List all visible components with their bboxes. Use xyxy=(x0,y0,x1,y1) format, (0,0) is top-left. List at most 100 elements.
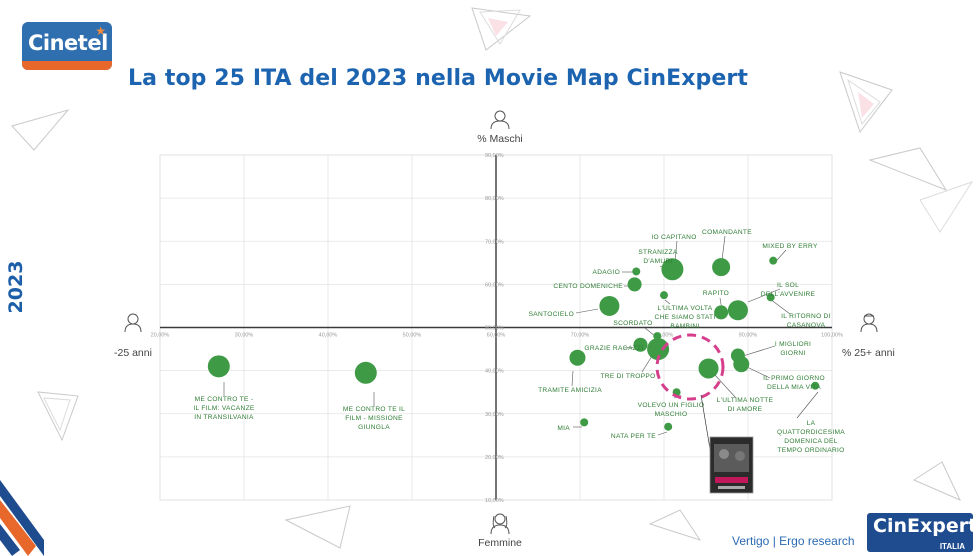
data-labels: ME CONTRO TE -IL FILM: VACANZE IN TRANSIL… xyxy=(193,229,845,454)
y-tick-label: 80,00% xyxy=(485,196,504,202)
leader-line xyxy=(746,366,771,379)
data-label: L'ULTIMA VOLTA CHE SIAMO STATI BAMBINI xyxy=(654,305,715,330)
data-point xyxy=(354,361,377,384)
data-label: NATA PER TE xyxy=(611,433,656,440)
data-label: COMANDANTE xyxy=(702,229,752,236)
x-tick-label: 70,00% xyxy=(571,333,590,339)
data-label: ME CONTRO TE IL FILM - MISSIONE GIUNGLA xyxy=(343,406,405,431)
leader-line xyxy=(641,355,653,373)
y-tick-label: 10,00% xyxy=(485,498,504,504)
corner-decoration xyxy=(0,480,44,556)
data-label: MIA xyxy=(557,425,570,432)
data-label: CENTO DOMENICHE xyxy=(553,283,623,290)
data-point xyxy=(632,267,641,276)
female-person-icon xyxy=(490,513,510,535)
chart-extras xyxy=(655,333,754,494)
y-tick-label: 60,00% xyxy=(485,282,504,288)
data-label: GRAZIE RAGAZZI xyxy=(584,345,643,352)
data-point xyxy=(712,258,731,277)
data-label: IL PRIMO GIORNO DELLA MIA VITA xyxy=(763,375,825,391)
axis-top-label: % Maschi xyxy=(477,133,523,145)
data-point xyxy=(769,256,778,265)
data-label: L'ULTIMA NOTTE DI AMORE xyxy=(717,397,774,413)
cinetel-logo: Cinetel ★ xyxy=(22,22,112,70)
leader-line xyxy=(664,299,671,305)
x-tick-label: 90,00% xyxy=(739,333,758,339)
data-label: ME CONTRO TE -IL FILM: VACANZE IN TRANSIL… xyxy=(193,396,255,421)
leader-line xyxy=(674,240,678,263)
axis-right-label: % 25+ anni xyxy=(842,347,895,359)
tick-labels: 20,00% 30,00% 40,00% 50,00% 60,00% 70,00% 80,0… xyxy=(151,153,843,504)
cinexpert-logo-text: CinExpert xyxy=(873,515,978,537)
data-point xyxy=(627,277,642,292)
logo-swoosh xyxy=(22,61,112,70)
cinexpert-logo: CinExpert ITALIA xyxy=(867,513,977,552)
data-label: IL RITORNO DI CASANOVA xyxy=(781,313,831,329)
data-point xyxy=(766,293,775,302)
y-tick-label: 50,00% xyxy=(485,326,504,332)
highlight-ring xyxy=(655,333,725,401)
data-label: SANTOCIELO xyxy=(529,311,574,318)
label-leader-lines xyxy=(223,235,819,436)
page-title: La top 25 ITA del 2023 nella Movie Map C… xyxy=(128,66,748,91)
data-point xyxy=(599,295,620,316)
leader-line xyxy=(769,298,791,315)
data-point xyxy=(727,300,748,321)
star-icon: ★ xyxy=(95,24,106,38)
cinetel-logo-text: Cinetel xyxy=(28,31,108,55)
male-person-icon xyxy=(490,110,510,130)
data-point xyxy=(207,355,230,378)
x-tick-label: 100,00% xyxy=(821,333,843,339)
leader-line xyxy=(747,288,781,303)
data-point xyxy=(661,258,684,281)
data-points xyxy=(207,256,820,431)
data-label: STRANIZZA D'AMURI xyxy=(638,249,678,265)
adult-person-icon xyxy=(860,313,878,333)
leader-line xyxy=(796,391,819,419)
data-point xyxy=(714,305,729,320)
leader-line xyxy=(776,249,787,261)
credit-text: Vertigo | Ergo research xyxy=(732,534,855,548)
y-tick-label: 90,00% xyxy=(485,153,504,159)
x-tick-label: 30,00% xyxy=(235,333,254,339)
leader-line xyxy=(575,308,599,314)
data-label: LA QUATTORDICESIMA DOMENICA DEL TEMPO ORDIN… xyxy=(777,420,845,454)
data-point xyxy=(660,291,668,300)
data-label: IO CAPITANO xyxy=(651,234,696,241)
leader-line xyxy=(714,374,737,399)
leader-line xyxy=(657,431,668,436)
y-tick-label: 20,00% xyxy=(485,455,504,461)
leader-line xyxy=(571,370,574,387)
data-label: SCORDATO xyxy=(613,320,652,327)
chart-axes xyxy=(160,155,832,500)
x-tick-label: 80,00% xyxy=(655,333,674,339)
data-point xyxy=(733,356,750,373)
data-point xyxy=(647,338,670,361)
axis-left-label: -25 anni xyxy=(114,347,152,359)
data-point xyxy=(580,418,589,427)
y-tick-label: 40,00% xyxy=(485,369,504,375)
poster-title-band xyxy=(715,477,748,483)
leader-line xyxy=(644,327,656,337)
cinexpert-logo-sub: ITALIA xyxy=(939,542,965,551)
poster-credits xyxy=(718,486,745,489)
data-label: MIXED BY ERRY xyxy=(762,243,818,250)
data-label: RAPITO xyxy=(703,290,729,297)
x-tick-label: 50,00% xyxy=(403,333,422,339)
data-point xyxy=(811,381,820,390)
y-tick-label: 30,00% xyxy=(485,412,504,418)
leader-line xyxy=(721,235,726,261)
x-tick-label: 20,00% xyxy=(151,333,170,339)
young-person-icon xyxy=(124,313,142,333)
data-point xyxy=(664,422,673,431)
data-label: ADAGIO xyxy=(593,269,620,276)
x-tick-label: 60,00% xyxy=(487,333,506,339)
y-tick-label: 70,00% xyxy=(485,239,504,245)
data-label: VOLEVO UN FIGLIO MASCHIO xyxy=(638,402,705,418)
data-point xyxy=(698,358,719,379)
data-label: I MIGLIORI GIORNI xyxy=(775,341,811,357)
axis-bottom-label: Femmine xyxy=(478,537,522,549)
data-label: TRAMITE AMICIZIA xyxy=(538,387,602,394)
poster-figure xyxy=(735,451,745,461)
